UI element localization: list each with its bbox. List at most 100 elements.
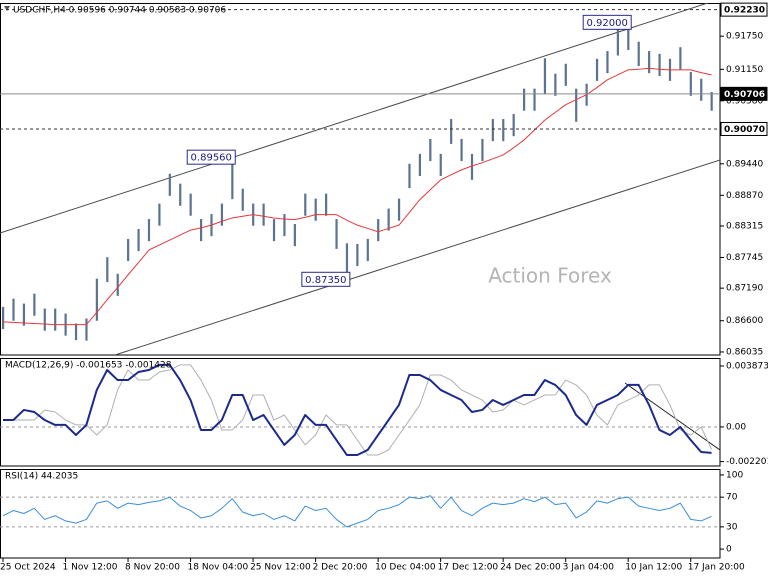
price-bar — [481, 138, 484, 162]
price-bar — [450, 119, 453, 144]
price-bar — [199, 219, 203, 242]
moving-average — [2, 67, 712, 326]
y-tick-label: 30 — [726, 522, 738, 532]
price-bar — [127, 238, 130, 262]
panel-title: USDCHF,H4 0.90596 0.90744 0.90583 0.9070… — [13, 6, 226, 16]
price-bar — [2, 306, 5, 330]
price-bar — [325, 193, 328, 216]
price-bar — [554, 73, 557, 96]
price-bar — [595, 58, 599, 81]
price-label-box — [582, 14, 632, 30]
price-bar — [397, 198, 401, 221]
price-bar — [387, 208, 390, 231]
price-label: 0.87350 — [305, 275, 346, 286]
y-tick-label: 0.88315 — [726, 221, 763, 231]
channel — [0, 3, 720, 355]
price-label-box — [186, 149, 236, 165]
price-bar — [33, 293, 36, 316]
price-bar — [439, 153, 442, 176]
price-bar — [335, 219, 338, 249]
price-bar — [54, 308, 57, 331]
symbol-icon — [4, 6, 10, 11]
macd-trendline — [624, 382, 720, 451]
macd-panel-frame — [0, 358, 721, 467]
price-bar — [418, 153, 421, 176]
price-bar — [543, 58, 547, 95]
x-tick-label: 1 Nov 12:00 — [63, 563, 118, 573]
price-panel-frame — [0, 3, 721, 356]
x-tick-label: 18 Nov 04:00 — [188, 563, 249, 573]
x-tick-label: 17 Jan 20:00 — [688, 563, 745, 573]
price-bar — [648, 51, 651, 74]
price-bar — [74, 323, 78, 341]
axis-price-label: 0.90706 — [724, 90, 765, 100]
y-tick-label: 0.87190 — [726, 284, 763, 294]
price-bar — [168, 173, 171, 196]
price-bar — [470, 153, 474, 180]
x-tick-label: 25 Nov 12:00 — [250, 563, 311, 573]
price-bar — [43, 308, 46, 331]
price-bar — [523, 88, 526, 111]
price-bar — [147, 219, 151, 242]
price-bar — [293, 224, 296, 247]
price-bar — [460, 138, 463, 162]
price-bar — [137, 229, 140, 252]
price-bar — [95, 278, 98, 321]
price-bar — [627, 22, 630, 50]
price-bar — [366, 238, 369, 262]
price-bar — [304, 193, 307, 216]
y-tick-label: 0.87745 — [726, 253, 763, 263]
axis-price-label: 0.92230 — [724, 6, 765, 16]
price-bar — [345, 243, 349, 280]
panel-title: MACD(12,26,9) -0.001653 -0.001428 — [5, 361, 172, 371]
panel-2 — [0, 495, 720, 528]
price-bar — [679, 47, 682, 70]
rsi-panel-frame — [0, 469, 721, 559]
price-bar — [106, 257, 109, 283]
y-tick-label: -0.002201 — [726, 457, 768, 467]
price-bar — [283, 214, 286, 237]
y-tick-label: 0 — [726, 545, 732, 555]
price-bar — [231, 157, 234, 200]
price-label-box — [301, 271, 351, 287]
price-bar — [179, 183, 182, 206]
price-bar — [220, 203, 224, 226]
x-tick-label: 25 Oct 2024 — [0, 563, 56, 573]
price-bar — [658, 53, 661, 76]
y-tick-label: 0.003873 — [726, 361, 768, 371]
axis-price-box — [720, 86, 768, 101]
price-bar — [512, 114, 515, 137]
y-tick-label: 100 — [726, 470, 743, 480]
x-tick-label: 10 Dec 04:00 — [375, 563, 436, 573]
price-label: 0.92000 — [587, 18, 628, 29]
y-tick-label: 0.91150 — [726, 65, 763, 75]
price-bar — [616, 28, 619, 56]
y-tick-label: 70 — [726, 493, 738, 503]
price-label: 0.89560 — [191, 153, 232, 164]
x-tick-label: 8 Nov 20:00 — [125, 563, 180, 573]
axis-price-box — [720, 2, 768, 17]
price-bar — [158, 203, 161, 226]
price-bar — [502, 119, 505, 142]
y-tick-label: 0.88870 — [726, 191, 763, 201]
panel-0 — [2, 22, 713, 341]
macd-main — [3, 363, 712, 456]
axis-price-label: 0.90070 — [724, 125, 765, 135]
y-tick-label: 0.91750 — [726, 32, 763, 42]
price-bar — [189, 193, 192, 216]
price-bar — [262, 203, 265, 226]
price-bar — [491, 119, 494, 142]
panel-1 — [0, 363, 720, 456]
y-tick-label: 0.89440 — [726, 159, 763, 169]
y-tick-label: 0.00 — [726, 422, 746, 432]
y-tick-label: 0.86600 — [726, 316, 763, 326]
price-bar — [377, 219, 380, 242]
axis-price-box — [720, 121, 768, 136]
price-bar — [429, 138, 432, 162]
price-bar — [408, 163, 411, 189]
x-tick-label: 3 Jan 04:00 — [563, 563, 615, 573]
x-tick-label: 10 Jan 12:00 — [625, 563, 682, 573]
price-bar — [533, 88, 536, 111]
price-bar — [689, 72, 692, 96]
